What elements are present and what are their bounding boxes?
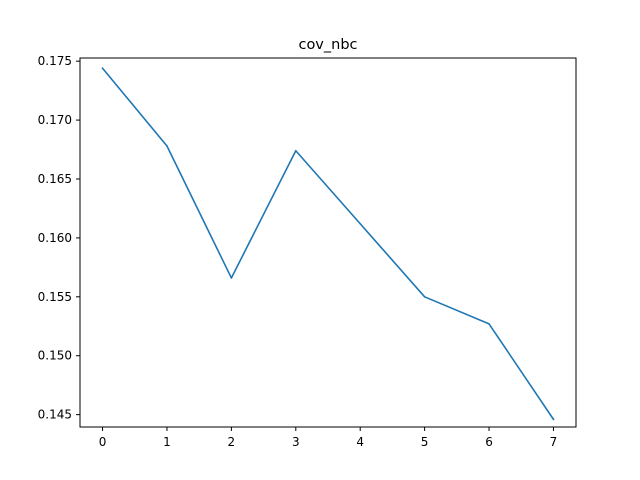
axes-frame [79,57,577,428]
data-point-6 [488,323,490,325]
chart-title: cov_nbc [298,37,357,53]
data-point-5 [423,296,426,298]
x-tick-label: 5 [421,435,429,449]
x-tick-label: 3 [292,435,300,449]
data-point-3 [294,149,297,152]
data-point-7 [552,418,555,421]
data-point-2 [230,277,233,279]
y-tick-label: 0.155 [38,290,72,304]
y-tick-label: 0.175 [38,54,72,68]
y-tick-label: 0.160 [38,231,72,245]
x-tick-label: 1 [163,435,171,449]
data-point-0 [101,67,104,70]
y-tick-label: 0.150 [38,349,72,363]
data-point-1 [166,145,168,147]
y-tick-label: 0.145 [38,408,72,422]
x-tick-label: 6 [485,435,493,449]
plot-area: 0 1 2 3 4 5 6 7 0.145 0.150 0.155 0.160 0.165 0.170 0.… [38,54,577,449]
series-line [101,67,555,421]
y-tick-label: 0.170 [38,113,72,127]
x-tick-label: 2 [228,435,236,449]
x-tick-label: 7 [550,435,558,449]
x-tick-label: 0 [99,435,107,449]
y-tick-label: 0.165 [38,172,72,186]
data-point-4 [359,222,362,225]
x-tick-label: 4 [356,435,364,449]
